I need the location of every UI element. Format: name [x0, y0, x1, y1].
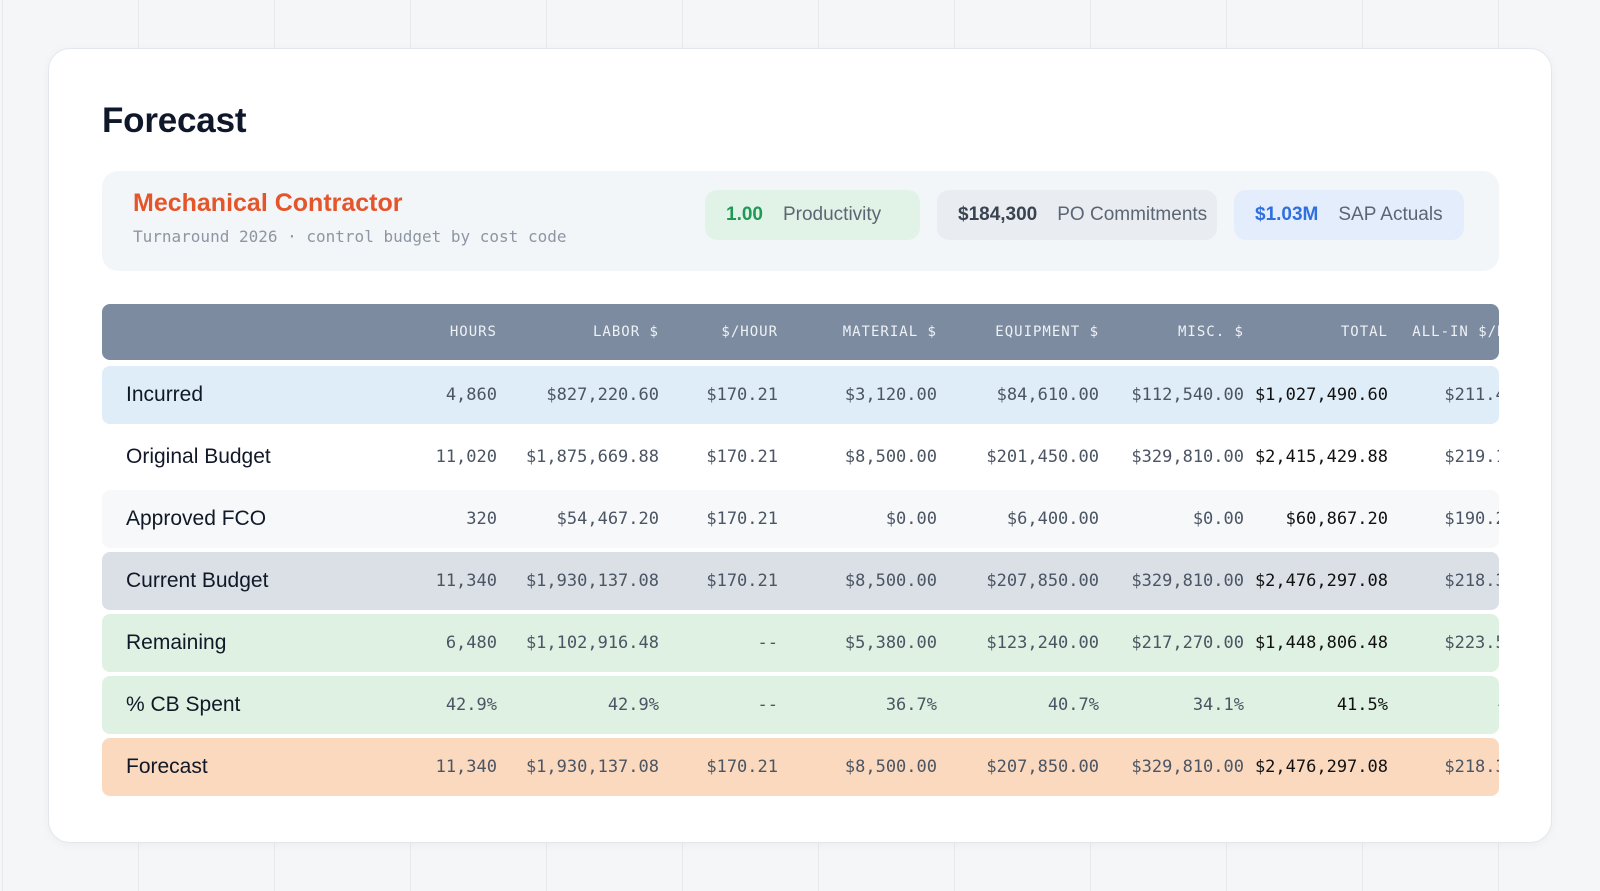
contractor-summary-panel: Mechanical Contractor Turnaround 2026 · … [102, 171, 1499, 271]
cell-material: $8,500.00 [844, 571, 937, 591]
cell-labor: $1,875,669.88 [525, 447, 659, 467]
table-row: Original Budget 11,020 $1,875,669.88 $170.2… [102, 428, 1499, 486]
col-header-misc: MISC. $ [1177, 324, 1244, 340]
cell-material: $5,380.00 [844, 633, 937, 653]
po-commitments-value: $184,300 [958, 204, 1038, 225]
cell-per-hour: $170.21 [706, 509, 778, 529]
cell-labor: $1,930,137.08 [525, 757, 659, 777]
table-row: Approved FCO 320 $54,467.20 $170.21 $0.00 $6,… [102, 490, 1499, 548]
cell-total: $1,448,806.48 [1254, 633, 1388, 653]
cell-hours: 42.9% [445, 695, 497, 715]
cell-equipment: 40.7% [1047, 695, 1099, 715]
col-header-equipment: EQUIPMENT $ [995, 324, 1099, 340]
cell-material: $3,120.00 [844, 385, 937, 405]
cell-per-hour: $170.21 [706, 757, 778, 777]
cell-all-in-per-hour: $190.21 [1444, 509, 1499, 529]
cell-hours: 11,340 [435, 571, 497, 591]
cell-misc: $112,540.00 [1131, 385, 1244, 405]
cell-misc: 34.1% [1192, 695, 1244, 715]
cell-labor: $827,220.60 [546, 385, 659, 405]
sap-actuals-label: SAP Actuals [1338, 204, 1443, 225]
cell-misc: $329,810.00 [1131, 571, 1244, 591]
cell-per-hour: -- [757, 633, 778, 653]
table-row: % CB Spent 42.9% 42.9% -- 36.7% 40.7% 34.1% 41.… [102, 676, 1499, 734]
cell-hours: 6,480 [445, 633, 497, 653]
page-title: Forecast [102, 101, 247, 140]
cell-hours: 11,340 [435, 757, 497, 777]
sap-actuals-value: $1.03M [1255, 204, 1319, 225]
contractor-name: Mechanical Contractor [133, 189, 403, 217]
cell-total: $2,476,297.08 [1254, 571, 1388, 591]
cell-per-hour: $170.21 [706, 571, 778, 591]
row-label: Original Budget [126, 445, 271, 468]
cell-hours: 4,860 [445, 385, 497, 405]
contractor-subtitle: Turnaround 2026 · control budget by cost… [133, 227, 567, 246]
cell-material: $8,500.00 [844, 447, 937, 467]
table-row: Incurred 4,860 $827,220.60 $170.21 $3,120.00… [102, 366, 1499, 424]
row-label: Incurred [126, 383, 204, 406]
col-header-total: TOTAL [1340, 324, 1388, 340]
cell-material: $0.00 [885, 509, 937, 529]
cell-equipment: $207,850.00 [986, 757, 1099, 777]
table-header: HOURS LABOR $ $/HOUR MATERIAL $ EQUIPMEN… [102, 304, 1499, 360]
productivity-pill: 1.00 Productivity [705, 190, 920, 240]
cell-all-in-per-hour: $219.19 [1444, 447, 1499, 467]
po-commitments-pill: $184,300 PO Commitments [937, 190, 1217, 240]
cell-total: $2,476,297.08 [1254, 757, 1388, 777]
cell-per-hour: $170.21 [706, 447, 778, 467]
row-label: Current Budget [126, 569, 269, 592]
table-row: Current Budget 11,340 $1,930,137.08 $170.21… [102, 552, 1499, 610]
cell-material: $8,500.00 [844, 757, 937, 777]
productivity-value: 1.00 [726, 204, 763, 225]
col-header-hours: HOURS [449, 324, 497, 340]
col-header-material: MATERIAL $ [842, 324, 937, 340]
table-row: Remaining 6,480 $1,102,916.48 -- $5,380.00 $1… [102, 614, 1499, 672]
cell-total: 41.5% [1336, 695, 1388, 715]
forecast-card: Forecast Mechanical Contractor Turnaroun… [48, 48, 1552, 843]
col-header-labor: LABOR $ [592, 324, 659, 340]
cell-misc: $0.00 [1192, 509, 1244, 529]
cell-per-hour: $170.21 [706, 385, 778, 405]
po-commitments-label: PO Commitments [1057, 204, 1208, 225]
productivity-label: Productivity [782, 204, 882, 225]
cell-all-in-per-hour: $218.37 [1444, 571, 1499, 591]
cell-total: $2,415,429.88 [1254, 447, 1388, 467]
cell-labor: $54,467.20 [556, 509, 659, 529]
cell-hours: 11,020 [435, 447, 497, 467]
cell-material: 36.7% [885, 695, 937, 715]
row-label: Approved FCO [126, 507, 267, 530]
cell-misc: $329,810.00 [1131, 757, 1244, 777]
cell-labor: $1,102,916.48 [525, 633, 659, 653]
cell-misc: $329,810.00 [1131, 447, 1244, 467]
cell-misc: $217,270.00 [1131, 633, 1244, 653]
cell-total: $60,867.20 [1285, 509, 1388, 529]
cell-hours: 320 [466, 509, 497, 529]
cell-per-hour: -- [757, 695, 778, 715]
row-label: Forecast [126, 755, 208, 778]
cell-equipment: $84,610.00 [996, 385, 1099, 405]
cell-all-in-per-hour: $211.42 [1444, 385, 1499, 405]
cell-equipment: $6,400.00 [1006, 509, 1099, 529]
cell-labor: $1,930,137.08 [525, 571, 659, 591]
cell-all-in-per-hour: $218.37 [1444, 757, 1499, 777]
cell-total: $1,027,490.60 [1254, 385, 1388, 405]
cell-labor: 42.9% [607, 695, 659, 715]
table-row: Forecast 11,340 $1,930,137.08 $170.21 $8,500… [102, 738, 1499, 796]
row-label: Remaining [126, 631, 227, 654]
cell-equipment: $201,450.00 [986, 447, 1099, 467]
cell-all-in-per-hour: $223.58 [1444, 633, 1499, 653]
col-header-all-in-per-hour: ALL-IN $/HR [1412, 324, 1499, 340]
col-header-per-hour: $/HOUR [721, 324, 778, 340]
cell-equipment: $207,850.00 [986, 571, 1099, 591]
cell-all-in-per-hour: -- [1382, 676, 1499, 734]
cell-equipment: $123,240.00 [986, 633, 1099, 653]
row-label: % CB Spent [126, 693, 241, 716]
sap-actuals-pill: $1.03M SAP Actuals [1234, 190, 1464, 240]
